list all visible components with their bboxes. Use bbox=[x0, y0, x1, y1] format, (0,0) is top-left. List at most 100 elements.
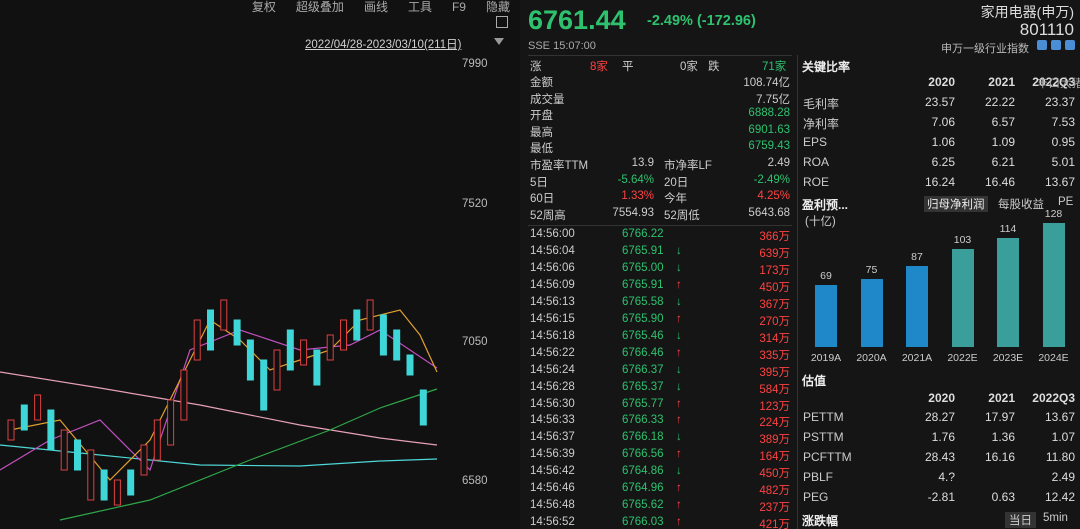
ratio-cell: 16.24 bbox=[924, 175, 955, 189]
bar bbox=[815, 285, 837, 347]
stat-label: 开盘 bbox=[530, 110, 553, 122]
bar-category-label: 2019A bbox=[810, 352, 842, 364]
stat-value: 6901.63 bbox=[748, 123, 790, 136]
ratio-name: 净利率 bbox=[803, 117, 840, 131]
tick-price: 6764.96 bbox=[622, 482, 664, 495]
ratio-value: 7554.93 bbox=[612, 206, 654, 219]
arrow-up-icon: ↑ bbox=[676, 516, 682, 529]
candle bbox=[340, 319, 347, 351]
candle bbox=[60, 429, 68, 471]
bar bbox=[997, 237, 1019, 347]
candle bbox=[153, 419, 161, 461]
profit-tab[interactable]: PE bbox=[1058, 196, 1074, 208]
candle bbox=[260, 359, 268, 411]
tick-time: 14:56:00 bbox=[530, 228, 575, 240]
candle bbox=[193, 319, 201, 361]
candle bbox=[87, 449, 95, 501]
stat-label: 成交量 bbox=[530, 93, 565, 106]
year-header: 2021 bbox=[988, 391, 1015, 405]
tick-volume: 237万 bbox=[759, 502, 790, 515]
tick-price: 6766.18 bbox=[622, 431, 664, 444]
toolbar-item[interactable]: 超级叠加 bbox=[295, 0, 344, 14]
footer-tab[interactable]: 5min bbox=[1043, 512, 1068, 524]
date-range[interactable]: 2022/04/28-2023/03/10(211日) bbox=[305, 39, 462, 51]
breadth-value: 0家 bbox=[680, 61, 698, 73]
valuation-cell: 0.63 bbox=[991, 490, 1015, 504]
bar-category-label: 2024E bbox=[1038, 352, 1069, 364]
valuation-cell: 28.27 bbox=[924, 410, 955, 424]
ratio-cell: 16.46 bbox=[984, 175, 1015, 189]
tick-time: 14:56:24 bbox=[530, 363, 575, 376]
quote-panel bbox=[520, 0, 1080, 529]
candle bbox=[353, 309, 361, 341]
ratio-value: 13.9 bbox=[631, 157, 654, 169]
ratio-label: 市盈率TTM bbox=[530, 160, 589, 172]
chevron-down-icon[interactable] bbox=[494, 38, 504, 45]
ratio-label: 5日 bbox=[530, 176, 548, 189]
fullscreen-icon[interactable] bbox=[496, 16, 508, 28]
tick-volume: 173万 bbox=[759, 264, 790, 277]
ratio-name: ROE bbox=[803, 175, 830, 189]
tick-time: 14:56:04 bbox=[530, 244, 575, 257]
ma-line-20 bbox=[0, 329, 438, 472]
section-title: 涨跌幅 bbox=[802, 514, 839, 528]
tick-time: 14:56:30 bbox=[530, 397, 575, 410]
tick-time: 14:56:48 bbox=[530, 499, 575, 512]
tick-price: 6765.58 bbox=[622, 295, 664, 308]
tick-time: 14:56:46 bbox=[530, 482, 575, 495]
edit-icon[interactable] bbox=[1037, 40, 1047, 50]
candle bbox=[233, 319, 241, 346]
toolbar-item[interactable]: 工具 bbox=[407, 0, 432, 14]
arrow-up-icon: ↑ bbox=[676, 448, 682, 461]
ratio-value: 4.25% bbox=[757, 190, 790, 202]
year-header: 2020 bbox=[928, 391, 955, 405]
toolbar-item[interactable]: F9 bbox=[451, 0, 466, 14]
breadth-value: 平 bbox=[622, 61, 634, 73]
tick-price: 6766.33 bbox=[622, 414, 664, 427]
stat-label: 最低 bbox=[530, 143, 553, 155]
candle bbox=[300, 339, 308, 366]
ratio-label: 市净率LF bbox=[664, 160, 712, 172]
candle bbox=[127, 469, 135, 496]
toolbar-item[interactable]: 隐藏 bbox=[485, 0, 510, 14]
year-header: 2022Q3 bbox=[1032, 75, 1075, 89]
valuation-cell: 2.49 bbox=[1051, 470, 1075, 484]
section-title: 盈利预... bbox=[802, 198, 849, 212]
bar bbox=[951, 249, 974, 347]
profit-tab[interactable]: 每股收益 bbox=[998, 199, 1044, 211]
breadth-value: 71家 bbox=[762, 61, 787, 73]
ratio-cell: 7.53 bbox=[1051, 115, 1075, 129]
tick-volume: 421万 bbox=[759, 519, 790, 529]
valuation-name: PCFTTM bbox=[803, 450, 852, 464]
tick-price: 6765.91 bbox=[622, 278, 664, 291]
tick-time: 14:56:28 bbox=[530, 380, 575, 393]
tick-volume: 366万 bbox=[759, 231, 790, 243]
ratio-label: 20日 bbox=[664, 176, 689, 189]
kline-chart[interactable]: 复权 超级叠加 画线 工具 F9 隐藏 2022/04/28-2023/03/10(211… bbox=[0, 0, 520, 529]
profit-tab[interactable]: 归母净利润 bbox=[924, 196, 988, 212]
tick-volume: 335万 bbox=[759, 349, 790, 362]
tick-price: 6765.00 bbox=[622, 261, 664, 274]
section-title: 关键比率 bbox=[802, 60, 851, 74]
bar-value-label: 87 bbox=[911, 251, 923, 264]
add-icon[interactable] bbox=[1065, 40, 1075, 50]
breadth-value: 8家 bbox=[590, 61, 608, 73]
ratio-value: -2.49% bbox=[753, 173, 790, 186]
tick-volume: 450万 bbox=[759, 281, 790, 294]
tick-time: 14:56:13 bbox=[530, 295, 575, 308]
ratio-label: 60日 bbox=[530, 193, 555, 205]
candle bbox=[207, 309, 214, 351]
candle bbox=[20, 404, 28, 431]
footer-tab[interactable]: 当日 bbox=[1005, 512, 1036, 528]
ma-line-5 bbox=[9, 309, 438, 481]
toolbar-item[interactable]: 画线 bbox=[363, 0, 388, 14]
tick-volume: 639万 bbox=[759, 247, 790, 260]
year-header: 2022Q3 bbox=[1032, 391, 1075, 405]
toolbar-item[interactable]: 复权 bbox=[251, 0, 276, 14]
stat-label: 最高 bbox=[530, 126, 553, 139]
tick-time: 14:56:15 bbox=[530, 312, 575, 325]
tick-price: 6764.86 bbox=[622, 465, 664, 478]
arrow-down-icon: ↓ bbox=[676, 431, 682, 444]
section-title: 估值 bbox=[802, 374, 827, 388]
link-icon[interactable] bbox=[1051, 40, 1061, 50]
